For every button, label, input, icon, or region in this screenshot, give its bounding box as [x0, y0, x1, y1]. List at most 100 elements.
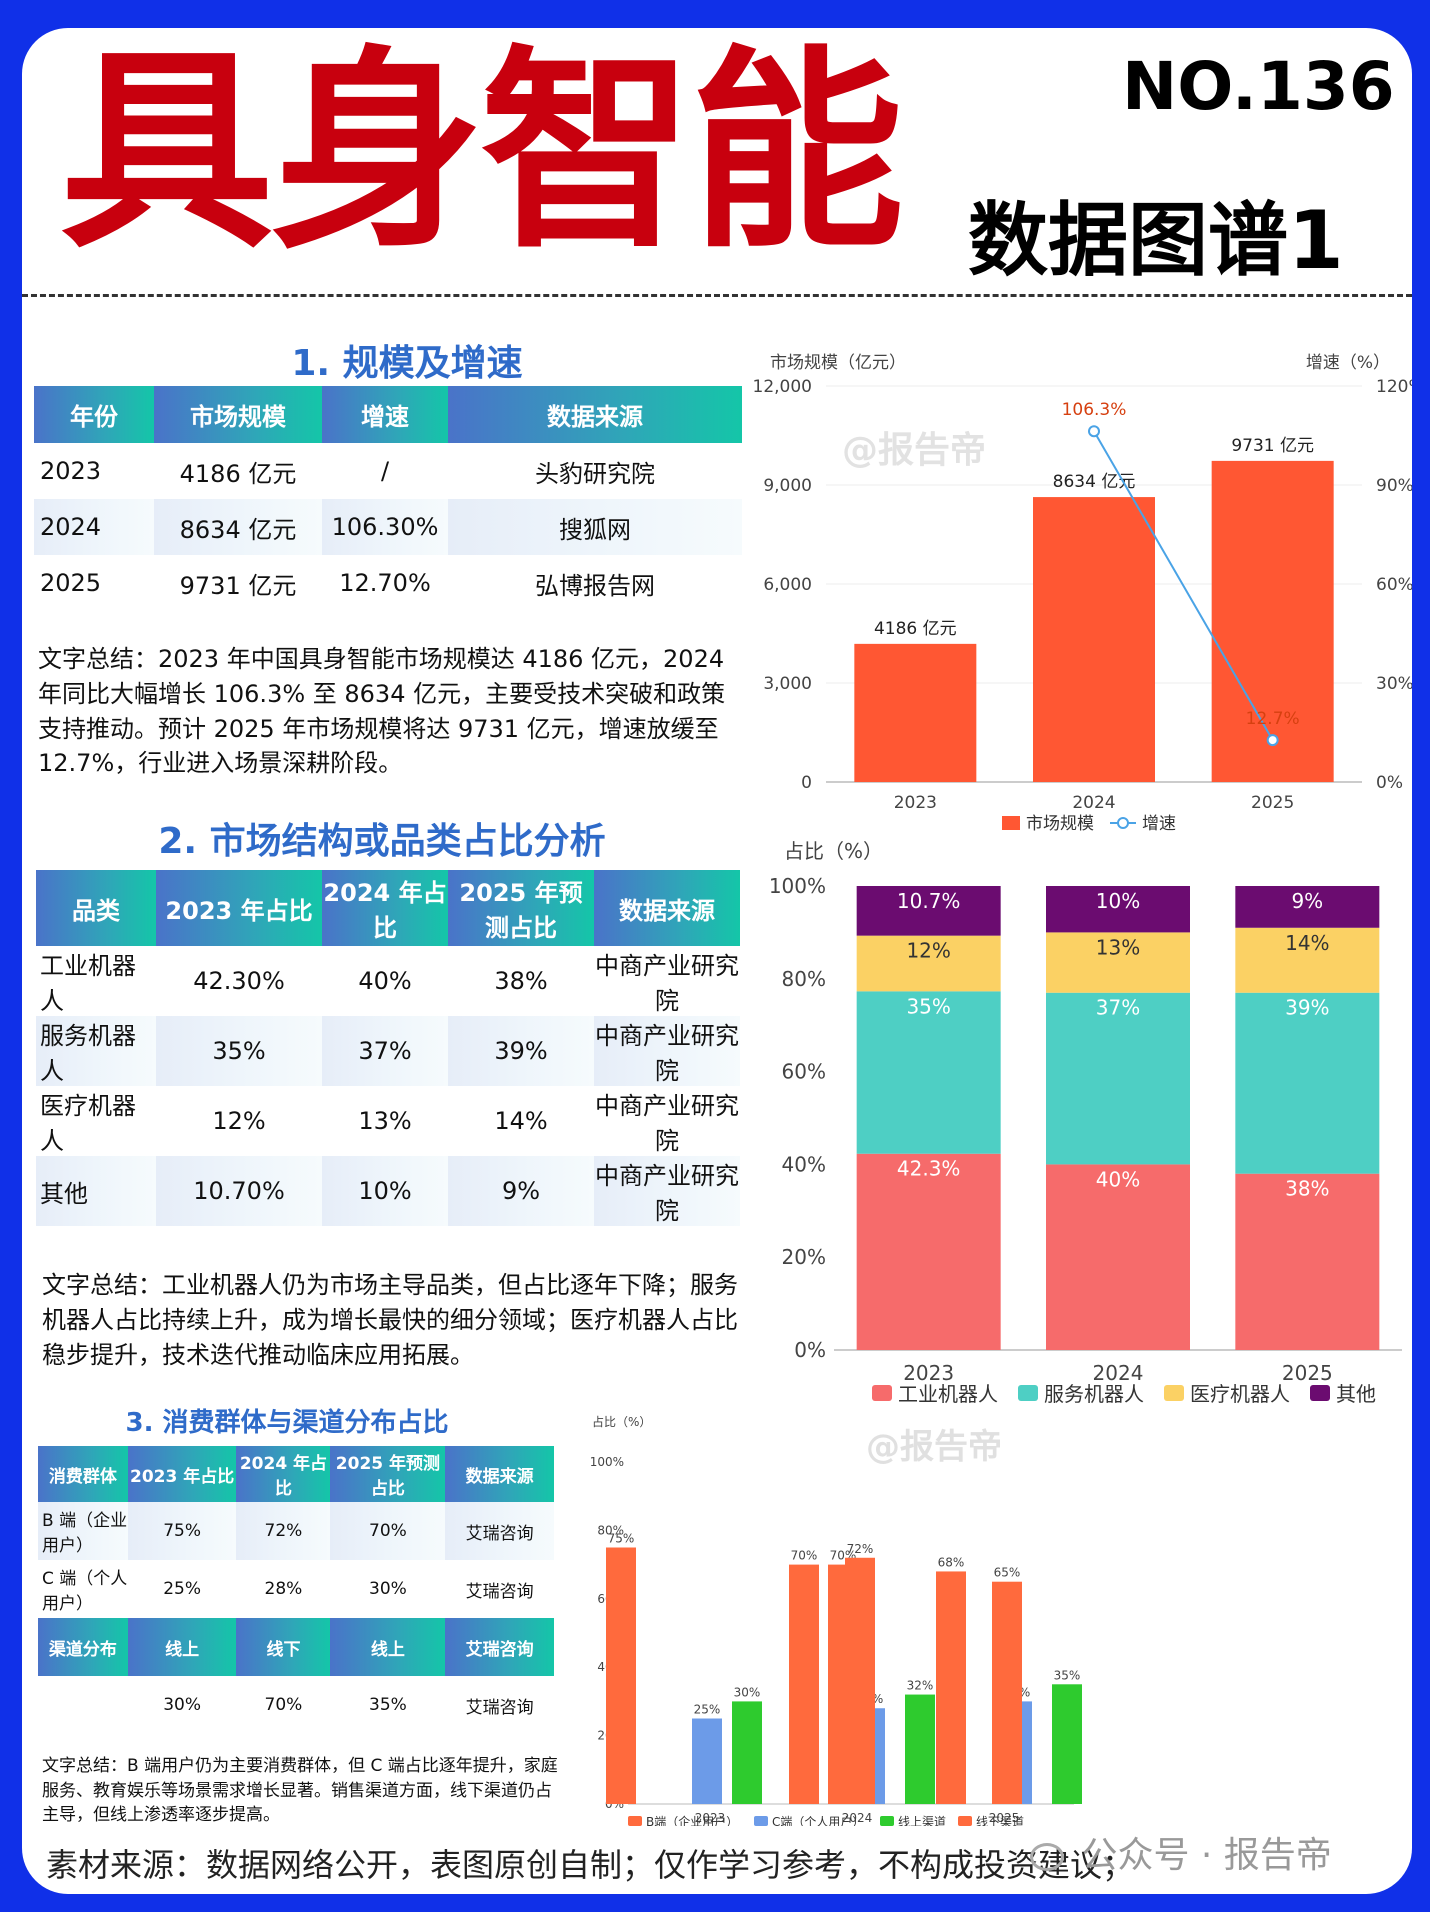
table-header: 数据来源	[448, 386, 742, 443]
y-tick-label: 40%	[782, 1152, 826, 1176]
table-cell: 9731 亿元	[179, 571, 297, 600]
legend-swatch	[880, 1816, 894, 1826]
bar-online	[1052, 1684, 1082, 1804]
table-header: 2023 年占比	[156, 870, 322, 946]
table-header: 年份	[34, 386, 154, 443]
bar-data-label: 35%	[1054, 1668, 1081, 1682]
table-cell: 28%	[264, 1579, 303, 1599]
table-row: 其他 10.70% 10% 9% 中商产业研究院	[36, 1156, 740, 1226]
table-cell: 39%	[448, 1016, 594, 1086]
table-header: 数据来源	[445, 1446, 554, 1502]
y-axis-label: 市场规模（亿元）	[770, 353, 906, 373]
legend-label: 服务机器人	[1044, 1382, 1144, 1406]
section2-summary: 文字总结：工业机器人仍为市场主导品类，但占比逐年下降；服务机器人占比持续上升，成…	[42, 1271, 738, 1369]
legend-swatch	[872, 1385, 892, 1401]
table-cell: B 端（企业用户）	[38, 1502, 128, 1560]
table-header: 增速	[322, 386, 448, 443]
chart-market-scale-plot: 市场规模（亿元） 增速（%） 0 0% 3,000 30% 6,000 60% 9,000 90%…	[753, 353, 1412, 834]
bar-data-label: 40%	[1096, 1167, 1140, 1191]
table-cell: 10%	[322, 1156, 448, 1226]
bar-segment	[856, 991, 1001, 1154]
section3-title: 3. 消费群体与渠道分布占比	[125, 1408, 449, 1438]
y-tick-label: 6,000	[763, 575, 812, 595]
table-cell: /	[380, 457, 390, 485]
table-header: 渠道分布	[38, 1618, 128, 1676]
bar-segment	[1046, 992, 1190, 1165]
bar-data-label: 42.3%	[897, 1157, 961, 1181]
table-cell: 其他	[36, 1156, 156, 1226]
table-cell: 10.70%	[156, 1156, 322, 1226]
table-cell: 医疗机器人	[40, 1092, 136, 1155]
y-tick-label: 20%	[782, 1245, 826, 1269]
table-row: 2025 9731 亿元 12.70% 弘博报告网	[34, 555, 742, 611]
table-cell: 14%	[494, 1107, 548, 1135]
table-cell: 38%	[494, 967, 548, 995]
wechat-account: 公众号 · 报告帝	[1030, 1826, 1332, 1878]
bar-data-label: 72%	[847, 1542, 874, 1556]
table-header: 2024 年占比	[322, 870, 448, 946]
bar-market-scale	[1211, 460, 1334, 782]
x-tick-label: 2024	[1093, 1361, 1144, 1385]
y-tick-label: 60%	[782, 1060, 826, 1084]
table-market-structure: 品类 2023 年占比 2024 年占比 2025 年预测占比 数据来源 工业机…	[36, 870, 740, 1226]
y-tick-label: 80%	[782, 967, 826, 991]
table-cell: 8634 亿元	[154, 499, 322, 555]
table-header: 艾瑞咨询	[445, 1618, 554, 1676]
bar-segment	[1046, 932, 1190, 993]
table-row: 30% 70% 35% 艾瑞咨询	[38, 1676, 554, 1734]
table-cell: 106.30%	[322, 499, 448, 555]
y-tick-label: 100%	[590, 1455, 624, 1469]
bar-data-label: 10.7%	[897, 889, 961, 913]
table-header: 2024 年占比	[236, 1446, 331, 1502]
y-tick-label: 3,000	[763, 674, 812, 694]
table-row: 渠道分布 线上 线下 线上 艾瑞咨询	[38, 1618, 554, 1676]
legend-label: 增速	[1142, 814, 1176, 834]
section1-summary: 文字总结：2023 年中国具身智能市场规模达 4186 亿元，2024 年同比大…	[38, 645, 726, 778]
bar-segment	[1046, 1164, 1190, 1350]
bar-b-end	[789, 1564, 819, 1804]
table-cell: 2024	[34, 499, 154, 555]
y-tick-label: 80%	[597, 1523, 624, 1537]
table-cell: 12.70%	[339, 569, 431, 597]
legend-label: 市场规模	[1026, 814, 1094, 834]
y2-tick-label: 60%	[1376, 575, 1412, 595]
chart-consumer-channel: 占比（%）0%20%40%60%80%100%@报告帝75%25%30%70%2…	[590, 1414, 1082, 1826]
bar-data-label: 39%	[1285, 996, 1329, 1020]
table-cell: 工业机器人	[40, 952, 136, 1015]
table-header: 线上	[127, 1618, 237, 1676]
dashed-divider	[22, 294, 1412, 297]
table-cell: 艾瑞咨询	[465, 1581, 534, 1602]
table-cell: 30%	[163, 1695, 202, 1715]
y-tick-label: 12,000	[753, 377, 812, 397]
bar-data-label: 4186 亿元	[874, 619, 957, 639]
table-cell: 中商产业研究院	[594, 1156, 740, 1226]
table-cell: 40%	[358, 967, 412, 995]
bar-segment	[856, 886, 1001, 936]
table-cell: 35%	[156, 1016, 322, 1086]
bar-data-label: 75%	[608, 1532, 635, 1546]
table-cell: 30%	[369, 1579, 407, 1599]
table-cell: C 端（个人用户）	[42, 1569, 128, 1614]
table-header: 消费群体	[38, 1446, 128, 1502]
chart-market-structure: 占比（%） 0% 20% 40% 60% 80% 100% 42.3% 35% 12% 10.7% 2…	[769, 839, 1402, 1406]
table-header: 数据来源	[594, 870, 740, 946]
table-header: 2023 年占比	[127, 1446, 237, 1502]
table-row: B 端（企业用户） 75% 72% 70% 艾瑞咨询	[38, 1502, 554, 1560]
bar-offline	[845, 1557, 875, 1804]
point-growth	[1266, 734, 1279, 747]
bar-online	[732, 1701, 762, 1804]
y2-axis-label: 增速（%）	[1306, 353, 1390, 373]
legend-label: 线上渠道	[898, 1815, 946, 1826]
wechat-label: 公众号 · 报告帝	[1081, 1835, 1332, 1876]
table-row: 工业机器人 42.30% 40% 38% 中商产业研究院	[36, 946, 740, 1016]
bar-data-label: 37%	[1096, 996, 1140, 1020]
table-row: C 端（个人用户） 25% 28% 30% 艾瑞咨询	[38, 1560, 554, 1618]
legend-swatch-market-scale	[1002, 816, 1020, 830]
y-tick-label: 100%	[769, 874, 826, 898]
table-cell: 37%	[322, 1016, 448, 1086]
table-cell: 艾瑞咨询	[445, 1502, 554, 1560]
bar-segment	[1235, 886, 1380, 928]
table-cell	[38, 1676, 128, 1734]
watermark: @报告帝	[842, 430, 986, 471]
table-cell: 42.30%	[193, 967, 285, 995]
